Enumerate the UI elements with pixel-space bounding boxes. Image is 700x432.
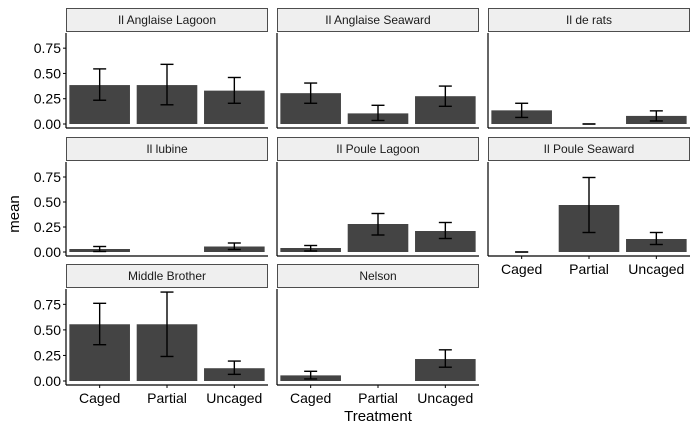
error-bar-partial — [371, 104, 385, 122]
facet-nelson: Nelson Caged Partial Uncaged — [276, 264, 479, 406]
error-bar-uncaged — [438, 349, 452, 368]
facet-il-anglaise-seaward: Il Anglaise Seaward — [276, 8, 479, 129]
bar-uncaged — [415, 231, 476, 252]
facet-strip-label: Il Poule Seaward — [544, 142, 635, 156]
error-bar-uncaged — [227, 360, 241, 376]
error-bar-caged — [304, 244, 318, 252]
facet-middle-brother: Middle Brother 0.00 0.25 0.50 0.75 Caged Parti… — [34, 264, 268, 406]
x-axis-title: Treatment — [344, 408, 413, 425]
bar-uncaged — [415, 359, 476, 381]
x-tick-label-caged: Caged — [79, 390, 120, 406]
facet-strip — [66, 264, 268, 288]
error-bar-partial — [371, 212, 385, 236]
x-tick-label-caged: Caged — [290, 390, 331, 406]
y-tick-label: 0.50 — [34, 194, 61, 210]
facet-strip — [277, 137, 479, 161]
facet-strip — [66, 8, 268, 32]
x-tick-label-partial: Partial — [569, 261, 609, 277]
y-tick-label: 0.25 — [34, 91, 61, 107]
error-bar-uncaged — [438, 221, 452, 240]
x-tick-label-partial: Partial — [358, 390, 398, 406]
error-bar-partial — [582, 176, 596, 234]
facet-strip — [488, 137, 690, 161]
y-tick-label: 0.75 — [34, 296, 61, 312]
facet-strip — [66, 137, 268, 161]
error-bar-caged — [304, 370, 318, 380]
y-tick-label: 0.75 — [34, 40, 61, 56]
facet-il-poule-lagoon: Il Poule Lagoon — [276, 137, 479, 257]
y-axis-title: mean — [6, 195, 23, 233]
error-bar-uncaged — [649, 231, 663, 246]
facet-il-de-rats: Il de rats — [487, 8, 690, 129]
y-tick-label: 0.75 — [34, 169, 61, 185]
y-tick-label: 0.00 — [34, 373, 61, 389]
facet-strip — [488, 8, 690, 32]
x-tick-label-uncaged: Uncaged — [206, 390, 262, 406]
facet-strip-label: Il Anglaise Seaward — [325, 13, 430, 27]
facet-strip-label: Il Poule Lagoon — [336, 142, 419, 156]
facet-il-poule-seaward: Il Poule Seaward Caged Partial Uncaged — [487, 137, 690, 277]
facet-strip — [277, 264, 479, 288]
error-bar-caged — [304, 82, 318, 104]
facet-strip-label: Il lubine — [146, 142, 188, 156]
error-bar-caged — [93, 302, 107, 346]
error-bar-uncaged — [227, 242, 241, 251]
bar-uncaged — [626, 239, 687, 252]
error-bar-partial — [160, 63, 174, 106]
x-tick-label-uncaged: Uncaged — [417, 390, 473, 406]
error-bar-partial — [160, 291, 174, 358]
facet-il-lubine: Il lubine 0.00 0.25 0.50 0.75 — [34, 137, 268, 260]
facet-strip-label: Middle Brother — [128, 269, 206, 283]
x-tick-label-partial: Partial — [147, 390, 187, 406]
facet-strip-label: Nelson — [359, 269, 396, 283]
error-bar-uncaged — [649, 110, 663, 122]
y-tick-label: 0.25 — [34, 347, 61, 363]
error-bar-caged — [93, 245, 107, 253]
facet-strip — [277, 8, 479, 32]
y-tick-label: 0.25 — [34, 219, 61, 235]
facet-strip-label: Il Anglaise Lagoon — [118, 13, 216, 27]
facet-strip-label: Il de rats — [566, 13, 612, 27]
y-tick-label: 0.50 — [34, 322, 61, 338]
error-bar-caged — [93, 68, 107, 101]
error-bar-uncaged — [227, 76, 241, 104]
y-tick-label: 0.00 — [34, 244, 61, 260]
error-bar-uncaged — [438, 85, 452, 108]
x-tick-label-caged: Caged — [501, 261, 542, 277]
y-tick-label: 0.50 — [34, 65, 61, 81]
facet-il-anglaise-lagoon: Il Anglaise Lagoon 0.00 0.25 0.50 0.75 — [34, 8, 268, 132]
error-bar-caged — [515, 102, 529, 119]
y-tick-label: 0.00 — [34, 116, 61, 132]
x-tick-label-uncaged: Uncaged — [628, 261, 684, 277]
